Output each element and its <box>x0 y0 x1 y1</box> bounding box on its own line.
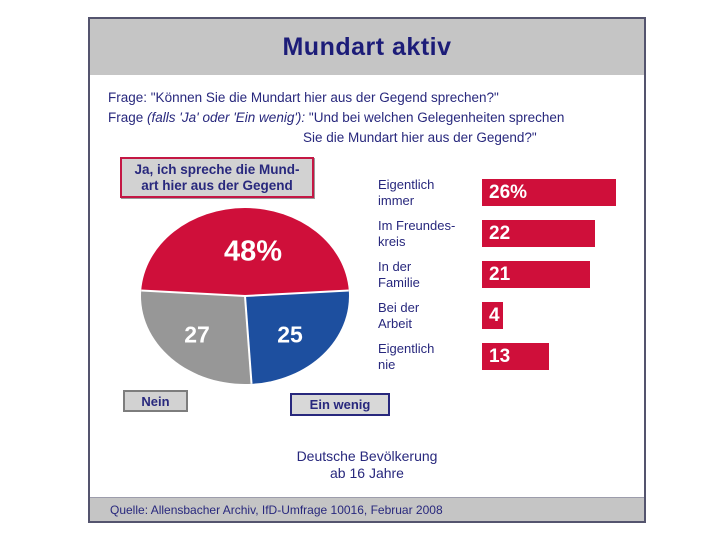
pie-slice-divider <box>244 295 253 384</box>
title-band: Mundart aktiv <box>90 19 644 75</box>
bar-chart: Eigentlich immer 26% Im Freundes- kreis 22 I… <box>378 177 638 392</box>
source-band: Quelle: Allensbacher Archiv, IfD-Umfrage… <box>90 497 644 521</box>
page-title: Mundart aktiv <box>282 32 452 61</box>
pie-legend-nein-label: Nein <box>141 393 170 409</box>
pie-value-label: 25 <box>277 321 303 348</box>
question-2-prefix: Frage <box>108 110 148 125</box>
bar-value-label: 22 <box>489 222 511 244</box>
bar-category-label: In der Familie <box>378 259 420 290</box>
bar: 26% <box>482 179 616 206</box>
source-text: Quelle: Allensbacher Archiv, IfD-Umfrage… <box>110 502 443 517</box>
pie-value-label: 27 <box>184 321 210 348</box>
bar-row: Im Freundes- kreis 22 <box>378 218 638 250</box>
bar: 4 <box>482 302 503 329</box>
population-note: Deutsche Bevölkerung ab 16 Jahre <box>267 448 467 482</box>
pie-chart: 48% 25 27 <box>140 207 350 385</box>
bar-category-label: Eigentlich nie <box>378 341 435 372</box>
pie-value-label: 48% <box>223 235 283 268</box>
question-line-3: Sie die Mundart hier aus der Gegend?" <box>303 130 537 145</box>
bar: 22 <box>482 220 595 247</box>
pie-legend-nein: Nein <box>123 390 188 412</box>
bar-value-label: 13 <box>489 345 511 367</box>
question-2-text: "Und bei welchen Gelegenheiten sprechen <box>305 110 565 125</box>
pie-caption-line-1: Ja, ich spreche die Mund- <box>134 161 300 177</box>
pie-legend-ein-wenig-label: Ein wenig <box>309 397 371 412</box>
pie-caption-box: Ja, ich spreche die Mund- art hier aus d… <box>120 157 314 198</box>
bar: 21 <box>482 261 590 288</box>
bar-value-label: 21 <box>489 263 511 285</box>
pie-caption-line-2: art hier aus der Gegend <box>141 177 293 193</box>
bar: 13 <box>482 343 549 370</box>
question-2-condition: (falls 'Ja' oder 'Ein wenig'): <box>147 110 306 125</box>
pie-legend-ein-wenig: Ein wenig <box>290 393 390 416</box>
pie-slice-divider <box>244 289 349 297</box>
population-note-line-1: Deutsche Bevölkerung <box>296 448 438 464</box>
pie-chart-svg <box>141 208 349 385</box>
bar-value-label: 26% <box>489 181 528 203</box>
bar-row: In der Familie 21 <box>378 259 638 291</box>
pie-slice-divider <box>141 289 246 297</box>
question-line-2: Frage (falls 'Ja' oder 'Ein wenig'): "Un… <box>108 108 633 128</box>
bar-category-label: Eigentlich immer <box>378 177 435 208</box>
bar-value-label: 4 <box>489 304 500 326</box>
population-note-line-2: ab 16 Jahre <box>330 465 404 481</box>
bar-category-label: Bei der Arbeit <box>378 300 420 331</box>
bar-row: Eigentlich nie 13 <box>378 341 638 373</box>
pie-slice <box>141 290 252 385</box>
bar-category-label: Im Freundes- kreis <box>378 218 456 249</box>
bar-row: Bei der Arbeit 4 <box>378 300 638 332</box>
question-block: Frage: "Können Sie die Mundart hier aus … <box>108 88 633 148</box>
pie-slice <box>245 290 349 384</box>
question-line-1: Frage: "Können Sie die Mundart hier aus … <box>108 90 499 105</box>
bar-row: Eigentlich immer 26% <box>378 177 638 209</box>
slide-frame: Mundart aktiv Frage: "Können Sie die Mun… <box>88 17 646 523</box>
pie-slice <box>141 208 349 296</box>
